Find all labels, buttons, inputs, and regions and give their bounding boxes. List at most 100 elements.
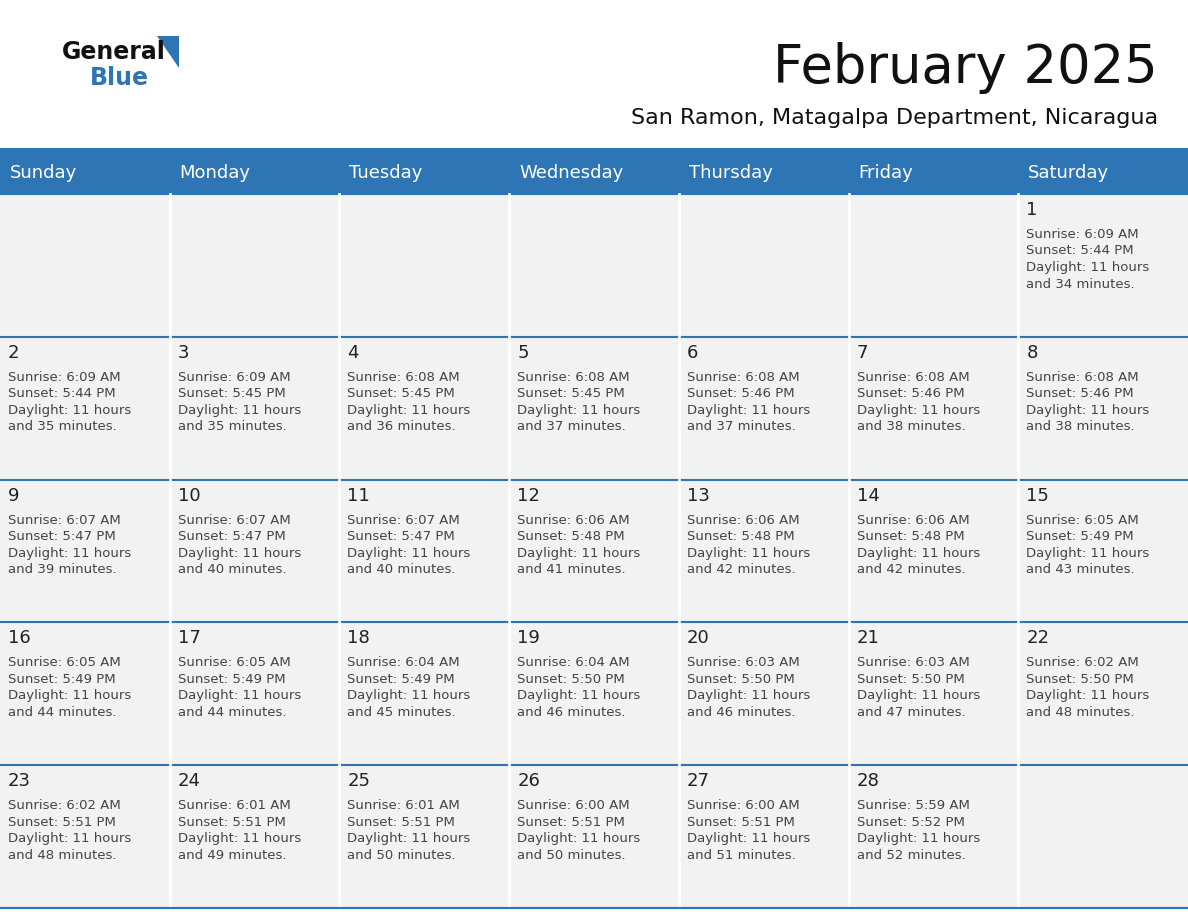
Text: Sunset: 5:46 PM: Sunset: 5:46 PM [1026, 387, 1133, 400]
Text: Sunrise: 6:03 AM: Sunrise: 6:03 AM [857, 656, 969, 669]
Text: Sunset: 5:48 PM: Sunset: 5:48 PM [857, 530, 965, 543]
Text: Daylight: 11 hours: Daylight: 11 hours [347, 833, 470, 845]
Bar [0, 148, 1188, 152]
Text: Sunrise: 6:06 AM: Sunrise: 6:06 AM [857, 513, 969, 527]
Text: and 37 minutes.: and 37 minutes. [687, 420, 796, 433]
Text: Daylight: 11 hours: Daylight: 11 hours [8, 404, 131, 417]
Text: and 35 minutes.: and 35 minutes. [178, 420, 286, 433]
Bar [340, 622, 510, 766]
Text: 17: 17 [178, 630, 201, 647]
Text: Sunrise: 6:05 AM: Sunrise: 6:05 AM [1026, 513, 1139, 527]
Text: 22: 22 [1026, 630, 1049, 647]
Text: 3: 3 [178, 344, 189, 362]
Bar [1018, 194, 1188, 337]
Text: and 45 minutes.: and 45 minutes. [347, 706, 456, 719]
Text: and 36 minutes.: and 36 minutes. [347, 420, 456, 433]
Text: and 42 minutes.: and 42 minutes. [857, 563, 965, 577]
Text: Sunset: 5:47 PM: Sunset: 5:47 PM [178, 530, 285, 543]
Bar [678, 622, 848, 766]
Text: Sunrise: 6:08 AM: Sunrise: 6:08 AM [517, 371, 630, 384]
Text: Sunset: 5:45 PM: Sunset: 5:45 PM [178, 387, 285, 400]
Text: 28: 28 [857, 772, 879, 790]
Bar [170, 622, 340, 766]
Text: Sunrise: 6:02 AM: Sunrise: 6:02 AM [1026, 656, 1139, 669]
Text: Daylight: 11 hours: Daylight: 11 hours [687, 404, 810, 417]
Text: and 47 minutes.: and 47 minutes. [857, 706, 965, 719]
Text: Sunrise: 6:06 AM: Sunrise: 6:06 AM [687, 513, 800, 527]
Text: 25: 25 [347, 772, 371, 790]
Text: 1: 1 [1026, 201, 1037, 219]
Bar [340, 194, 510, 337]
Text: Daylight: 11 hours: Daylight: 11 hours [347, 546, 470, 560]
Text: and 41 minutes.: and 41 minutes. [517, 563, 626, 577]
Text: 9: 9 [8, 487, 19, 505]
Bar [170, 152, 340, 194]
Text: Daylight: 11 hours: Daylight: 11 hours [857, 404, 980, 417]
Text: General: General [62, 40, 166, 64]
Text: Blue: Blue [90, 66, 148, 90]
Text: Sunrise: 6:08 AM: Sunrise: 6:08 AM [687, 371, 800, 384]
Text: and 38 minutes.: and 38 minutes. [1026, 420, 1135, 433]
Text: Sunset: 5:46 PM: Sunset: 5:46 PM [857, 387, 965, 400]
Bar [340, 766, 510, 908]
Text: and 51 minutes.: and 51 minutes. [687, 849, 796, 862]
Bar [0, 337, 170, 479]
Text: 14: 14 [857, 487, 879, 505]
Text: Daylight: 11 hours: Daylight: 11 hours [1026, 546, 1150, 560]
Bar [848, 194, 1018, 337]
Bar [340, 337, 510, 479]
Text: 12: 12 [517, 487, 541, 505]
Bar [0, 479, 170, 622]
Bar [848, 479, 1018, 622]
Text: Thursday: Thursday [689, 164, 772, 182]
Text: and 46 minutes.: and 46 minutes. [687, 706, 795, 719]
Text: Daylight: 11 hours: Daylight: 11 hours [178, 689, 301, 702]
Text: Daylight: 11 hours: Daylight: 11 hours [517, 833, 640, 845]
Bar [0, 766, 170, 908]
Text: Daylight: 11 hours: Daylight: 11 hours [857, 546, 980, 560]
Text: 7: 7 [857, 344, 868, 362]
Text: Sunrise: 6:00 AM: Sunrise: 6:00 AM [517, 800, 630, 812]
Text: Sunset: 5:45 PM: Sunset: 5:45 PM [517, 387, 625, 400]
Text: Daylight: 11 hours: Daylight: 11 hours [857, 833, 980, 845]
Text: 16: 16 [8, 630, 31, 647]
Text: Sunset: 5:51 PM: Sunset: 5:51 PM [178, 816, 285, 829]
Text: 11: 11 [347, 487, 371, 505]
Text: 23: 23 [8, 772, 31, 790]
Text: Daylight: 11 hours: Daylight: 11 hours [687, 689, 810, 702]
Text: 27: 27 [687, 772, 710, 790]
Text: Daylight: 11 hours: Daylight: 11 hours [687, 546, 810, 560]
Text: Daylight: 11 hours: Daylight: 11 hours [517, 689, 640, 702]
Text: Sunrise: 6:08 AM: Sunrise: 6:08 AM [347, 371, 460, 384]
Text: Sunset: 5:45 PM: Sunset: 5:45 PM [347, 387, 455, 400]
Text: Friday: Friday [859, 164, 914, 182]
Text: Daylight: 11 hours: Daylight: 11 hours [178, 404, 301, 417]
Bar [678, 479, 848, 622]
Text: and 42 minutes.: and 42 minutes. [687, 563, 796, 577]
Text: 5: 5 [517, 344, 529, 362]
Text: Sunrise: 5:59 AM: Sunrise: 5:59 AM [857, 800, 969, 812]
Text: Sunset: 5:47 PM: Sunset: 5:47 PM [8, 530, 115, 543]
Bar [1018, 622, 1188, 766]
Text: and 48 minutes.: and 48 minutes. [1026, 706, 1135, 719]
Text: Sunset: 5:44 PM: Sunset: 5:44 PM [1026, 244, 1133, 258]
Text: Sunset: 5:51 PM: Sunset: 5:51 PM [517, 816, 625, 829]
Text: Sunrise: 6:03 AM: Sunrise: 6:03 AM [687, 656, 800, 669]
Text: Sunset: 5:48 PM: Sunset: 5:48 PM [517, 530, 625, 543]
Bar [678, 194, 848, 337]
Text: and 38 minutes.: and 38 minutes. [857, 420, 965, 433]
Text: and 50 minutes.: and 50 minutes. [347, 849, 456, 862]
Text: Sunset: 5:48 PM: Sunset: 5:48 PM [687, 530, 795, 543]
Bar [678, 766, 848, 908]
Text: February 2025: February 2025 [773, 42, 1158, 94]
Text: Sunrise: 6:09 AM: Sunrise: 6:09 AM [1026, 228, 1139, 241]
Text: Daylight: 11 hours: Daylight: 11 hours [517, 404, 640, 417]
Bar [1018, 766, 1188, 908]
Text: Sunrise: 6:01 AM: Sunrise: 6:01 AM [178, 800, 290, 812]
Text: Sunset: 5:51 PM: Sunset: 5:51 PM [347, 816, 455, 829]
Text: Sunset: 5:52 PM: Sunset: 5:52 PM [857, 816, 965, 829]
Text: Sunset: 5:51 PM: Sunset: 5:51 PM [8, 816, 116, 829]
Text: Sunrise: 6:07 AM: Sunrise: 6:07 AM [8, 513, 121, 527]
Text: Sunset: 5:50 PM: Sunset: 5:50 PM [687, 673, 795, 686]
Text: 13: 13 [687, 487, 709, 505]
